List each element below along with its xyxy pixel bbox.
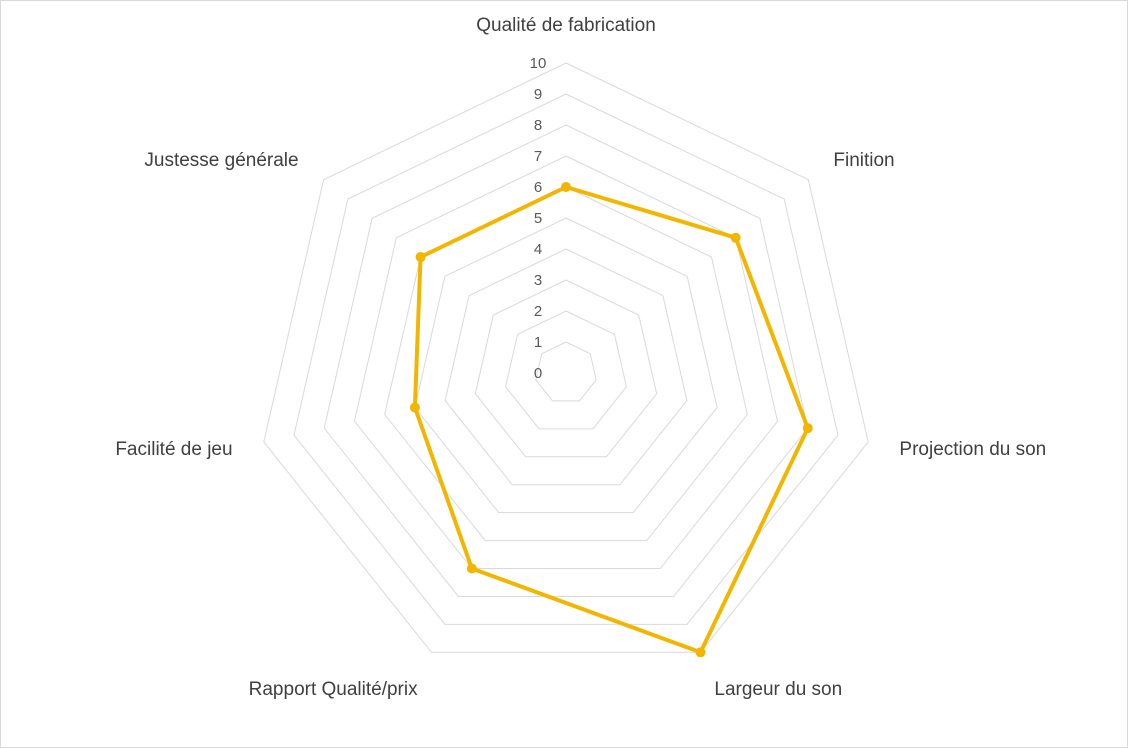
tick-label: 2 bbox=[534, 303, 542, 320]
series-layer bbox=[409, 182, 813, 658]
grid-ring-6 bbox=[384, 186, 748, 542]
grid-ring-4 bbox=[444, 248, 688, 486]
grid-ring-2 bbox=[505, 310, 627, 430]
category-label: Facilité de jeu bbox=[115, 439, 232, 460]
grid-ring-7 bbox=[353, 155, 779, 570]
category-label: Finition bbox=[833, 150, 894, 171]
data-point bbox=[695, 647, 706, 658]
grid-ring-8 bbox=[323, 124, 809, 597]
data-point bbox=[415, 252, 426, 263]
data-point bbox=[409, 402, 420, 413]
tick-label: 0 bbox=[534, 365, 542, 382]
tick-label: 7 bbox=[534, 148, 542, 165]
grid-ring-3 bbox=[474, 279, 658, 458]
category-label: Rapport Qualité/prix bbox=[249, 679, 418, 700]
category-labels: Qualité de fabrication Finition Projection… bbox=[115, 15, 1046, 700]
grid-layer bbox=[263, 62, 869, 653]
data-point bbox=[802, 423, 813, 434]
tick-label: 5 bbox=[534, 210, 542, 227]
category-label: Qualité de fabrication bbox=[476, 15, 656, 36]
tick-labels: 0 1 2 3 4 5 6 7 8 9 10 bbox=[530, 55, 547, 382]
grid-ring-5 bbox=[414, 217, 718, 514]
tick-label: 9 bbox=[534, 86, 542, 103]
tick-label: 3 bbox=[534, 272, 542, 289]
tick-label: 8 bbox=[534, 117, 542, 134]
tick-label: 4 bbox=[534, 241, 542, 258]
grid-ring-1 bbox=[535, 341, 597, 402]
category-label: Largeur du son bbox=[714, 679, 842, 700]
category-label: Justesse générale bbox=[144, 150, 298, 171]
grid-ring-9 bbox=[293, 93, 839, 625]
data-point bbox=[730, 232, 741, 243]
data-point bbox=[466, 563, 477, 574]
grid-ring-10 bbox=[263, 62, 869, 653]
tick-label: 1 bbox=[534, 334, 542, 351]
tick-label: 6 bbox=[534, 179, 542, 196]
tick-label: 10 bbox=[530, 55, 547, 72]
data-point bbox=[561, 182, 571, 192]
series-line bbox=[412, 185, 810, 655]
category-label: Projection du son bbox=[899, 439, 1046, 460]
